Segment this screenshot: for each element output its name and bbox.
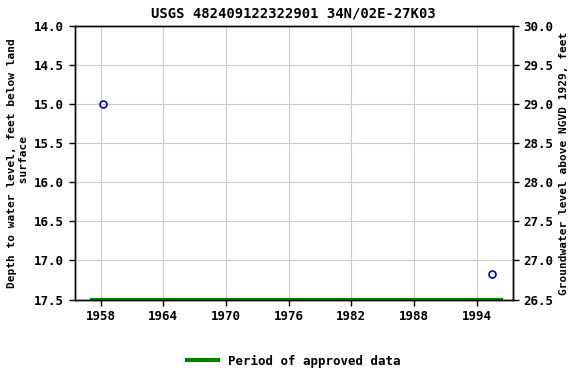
Y-axis label: Groundwater level above NGVD 1929, feet: Groundwater level above NGVD 1929, feet xyxy=(559,31,569,295)
Y-axis label: Depth to water level, feet below land
 surface: Depth to water level, feet below land su… xyxy=(7,38,29,288)
Title: USGS 482409122322901 34N/02E-27K03: USGS 482409122322901 34N/02E-27K03 xyxy=(151,7,436,21)
Legend: Period of approved data: Period of approved data xyxy=(182,349,406,372)
